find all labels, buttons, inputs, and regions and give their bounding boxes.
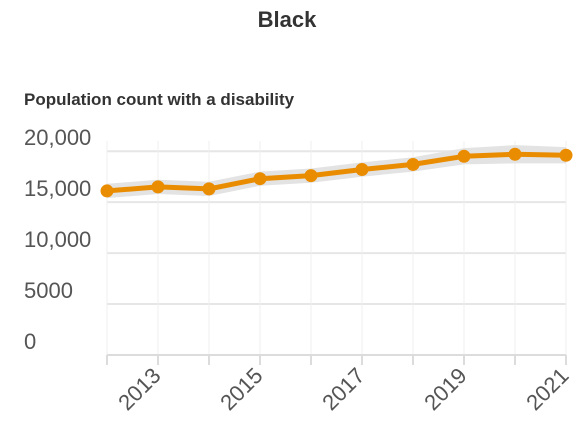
data-points: [100, 147, 573, 198]
data-point[interactable]: [151, 180, 165, 194]
x-tick-label: 2019: [419, 363, 471, 415]
y-tick-label: 20,000: [24, 125, 91, 150]
data-point[interactable]: [304, 169, 318, 183]
series-line-layer: [104, 151, 569, 194]
data-point[interactable]: [508, 147, 522, 161]
y-axis-tick-labels: 0 5000 10,000 15,000 20,000: [24, 125, 91, 354]
y-tick-label: 0: [24, 329, 36, 354]
x-axis-tick-labels: 2013 2015 2017 2019 2021: [113, 363, 573, 415]
data-point[interactable]: [355, 163, 369, 177]
x-tick-label: 2017: [317, 363, 369, 415]
chart-subtitle: Population count with a disability: [24, 90, 295, 109]
x-tick-label: 2021: [521, 363, 573, 415]
x-tick-label: 2013: [113, 363, 165, 415]
data-point[interactable]: [202, 182, 216, 196]
x-tick-label: 2015: [215, 363, 267, 415]
y-tick-label: 15,000: [24, 176, 91, 201]
data-point[interactable]: [253, 172, 267, 186]
data-point[interactable]: [559, 148, 573, 162]
data-point[interactable]: [457, 149, 471, 163]
data-point[interactable]: [100, 184, 114, 198]
y-tick-label: 5000: [24, 278, 73, 303]
data-point[interactable]: [406, 157, 420, 171]
series-line: [104, 151, 569, 194]
y-tick-label: 10,000: [24, 227, 91, 252]
x-axis: [106, 354, 567, 365]
chart-title: Black: [257, 7, 317, 32]
